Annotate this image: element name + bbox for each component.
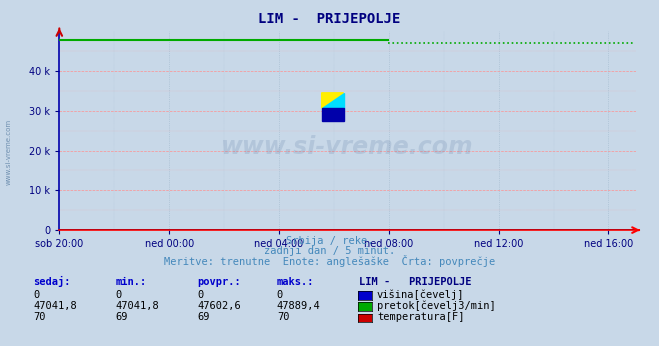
Text: 0: 0 xyxy=(277,290,283,300)
Text: 69: 69 xyxy=(198,312,210,322)
Polygon shape xyxy=(322,93,343,108)
Text: min.:: min.: xyxy=(115,277,146,288)
Polygon shape xyxy=(322,93,343,108)
Text: zadnji dan / 5 minut.: zadnji dan / 5 minut. xyxy=(264,246,395,256)
Text: pretok[čevelj3/min]: pretok[čevelj3/min] xyxy=(377,300,496,311)
Text: Meritve: trenutne  Enote: anglešaške  Črta: povprečje: Meritve: trenutne Enote: anglešaške Črta… xyxy=(164,255,495,267)
Text: višina[čevelj]: višina[čevelj] xyxy=(377,289,465,300)
Text: 47889,4: 47889,4 xyxy=(277,301,320,311)
Text: 47602,6: 47602,6 xyxy=(198,301,241,311)
Text: 69: 69 xyxy=(115,312,128,322)
Text: sedaj:: sedaj: xyxy=(33,276,71,288)
Text: 47041,8: 47041,8 xyxy=(115,301,159,311)
Text: povpr.:: povpr.: xyxy=(198,277,241,288)
Text: 0: 0 xyxy=(198,290,204,300)
Polygon shape xyxy=(322,108,343,121)
Text: LIM -  PRIJEPOLJE: LIM - PRIJEPOLJE xyxy=(258,12,401,26)
Text: 70: 70 xyxy=(277,312,289,322)
Text: temperatura[F]: temperatura[F] xyxy=(377,312,465,322)
Text: 47041,8: 47041,8 xyxy=(33,301,76,311)
Text: www.si-vreme.com: www.si-vreme.com xyxy=(221,135,474,158)
Text: www.si-vreme.com: www.si-vreme.com xyxy=(5,119,12,185)
Text: 0: 0 xyxy=(115,290,121,300)
Text: Srbija / reke.: Srbija / reke. xyxy=(286,236,373,246)
Text: maks.:: maks.: xyxy=(277,277,314,288)
Text: 0: 0 xyxy=(33,290,39,300)
Text: 70: 70 xyxy=(33,312,45,322)
Text: LIM -   PRIJEPOLJE: LIM - PRIJEPOLJE xyxy=(359,277,472,288)
